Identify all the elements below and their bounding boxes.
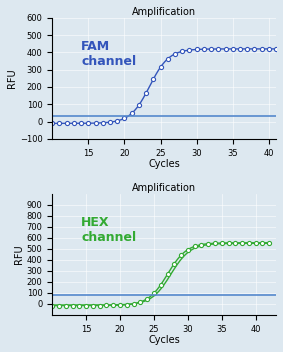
Text: FAM
channel: FAM channel [81,39,136,68]
X-axis label: Cycles: Cycles [148,335,180,345]
Y-axis label: RFU: RFU [7,69,17,88]
Text: HEX
channel: HEX channel [81,215,136,244]
Title: Amplification: Amplification [132,7,196,17]
X-axis label: Cycles: Cycles [148,159,180,169]
Title: Amplification: Amplification [132,183,196,193]
Y-axis label: RFU: RFU [14,245,24,264]
